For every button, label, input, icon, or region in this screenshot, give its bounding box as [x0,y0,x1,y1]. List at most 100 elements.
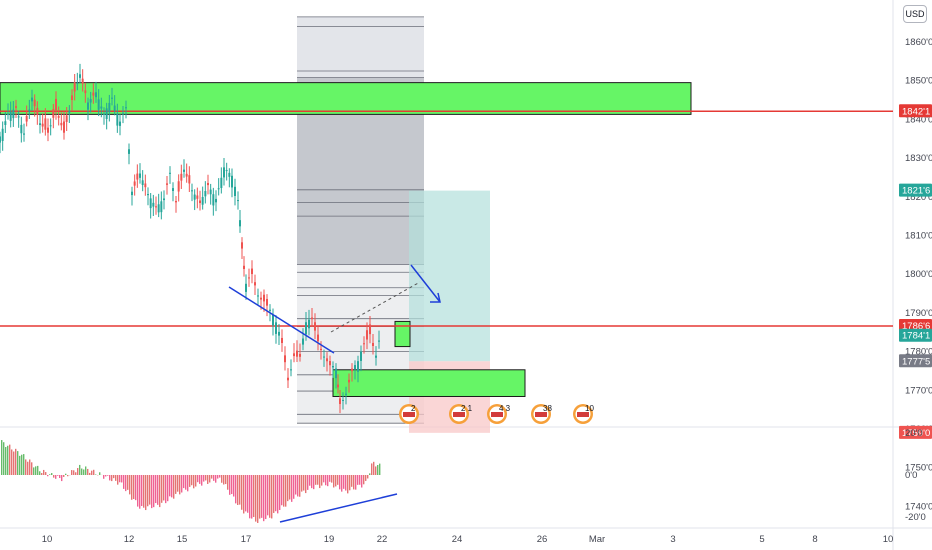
candle [68,111,71,113]
candle [116,113,119,126]
oscillator-bar [221,475,223,483]
oscillator-bar [103,475,105,479]
oscillator-bar [109,475,111,481]
candle [293,353,295,357]
oscillator-bar [339,475,341,490]
oscillator-bar [325,475,327,486]
oscillator-bar [343,475,345,489]
oscillator-bar [207,475,209,484]
oscillator-bar [293,475,295,499]
candle [152,202,155,207]
price-tick-label: 1830'0 [905,153,932,164]
oscillator-bar [275,475,277,512]
candle [12,109,15,119]
oscillator-bar [179,475,181,495]
oscillator-bar [379,463,381,475]
oscillator-bar [369,473,371,475]
candle [204,191,207,197]
oscillator-bar [155,475,157,504]
oscillator-bar [287,475,289,502]
candle [87,102,89,110]
flag-icon [577,412,589,417]
candle [47,127,49,133]
oscillator-bar [235,475,237,504]
oscillator-bar [161,475,163,503]
oscillator-bar [197,475,199,483]
candle [0,136,1,143]
oscillator-bar [365,475,367,481]
oscillator-bar [355,475,357,490]
oscillator-bar [219,475,221,478]
candle [193,194,196,200]
candle [1,128,4,141]
oscillator-bar [21,454,23,475]
oscillator-bar [273,475,275,513]
oscillator-bar [357,475,359,485]
oscillator-bar [321,475,323,486]
oscillator-bar [79,464,81,475]
price-divergence [228,286,335,354]
price-tag-label: 1842'1 [902,106,930,117]
candle [231,175,233,188]
candle [225,170,228,172]
candle [65,115,68,122]
price-tick-label: 1790'0 [905,308,932,319]
oscillator-bar [147,475,149,507]
price-tick-label: 1860'0 [905,37,932,48]
oscillator-bar [131,475,133,500]
candle [228,172,231,177]
oscillator-bar [375,466,377,475]
candle [272,314,274,326]
oscillator-bar [93,469,95,475]
candle [20,124,23,134]
oscillator-bar [61,475,63,482]
oscillator-bar [95,474,97,475]
oscillator-bar [351,475,353,487]
candle [172,188,174,191]
candle [234,186,236,196]
candle [25,115,28,122]
oscillator-bar [177,475,179,492]
oscillator-bar [317,475,319,485]
candle [369,324,371,335]
candle [308,319,310,329]
price-tick-label: 1800'0 [905,269,932,280]
oscillator-bar [323,475,325,483]
candle [23,133,25,135]
candle [241,242,243,249]
candle [326,358,328,362]
price-tick-label: 1770'0 [905,385,932,396]
dashed-trendline [330,281,421,333]
price-tick-label: 1740'0 [905,501,932,512]
price-tick-label: 1820'0 [905,192,932,203]
oscillator-bar [47,475,49,477]
candle [199,200,201,204]
currency-button[interactable]: USD [903,5,927,23]
candle [163,198,165,201]
oscillator-bar [301,475,303,492]
oscillator-bar [327,475,329,487]
oscillator-bar [17,451,19,475]
oscillator-bar [277,475,279,514]
time-tick-label: Mar [589,534,605,545]
oscillator-bar [157,475,159,505]
price-tag-label: 1786'6 [902,321,930,332]
oscillator-bar [223,475,225,485]
candle [122,113,124,115]
oscillator-bar [49,474,51,475]
oscillator-bar [75,472,77,475]
candle [108,102,111,113]
oscillator-bar [313,475,315,490]
oscillator-bar [175,475,177,494]
candle [223,167,225,178]
candle [335,368,337,379]
oscillator-bar [217,475,219,479]
candle [100,106,103,109]
oscillator-bar [153,475,155,508]
candle [89,99,92,103]
candle [251,268,253,275]
candle [15,106,17,108]
range-box-top [297,16,424,78]
oscillator-bar [129,475,131,495]
